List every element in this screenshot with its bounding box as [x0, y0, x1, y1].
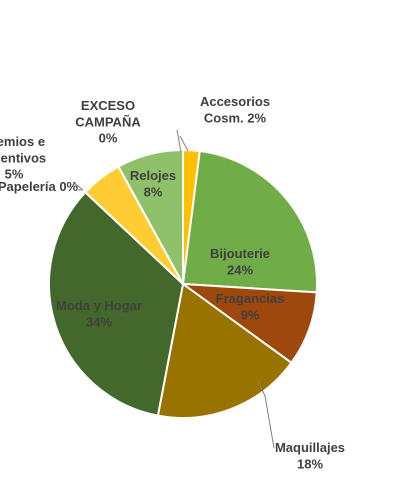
leader-line-accesorios-cosm: [179, 135, 189, 152]
data-label-bijouterie: Bijouterie 24%: [210, 246, 270, 277]
data-label-moda-y-hogar: Moda y Hogar 34%: [56, 298, 142, 329]
leader-line-exceso-campa-a: [176, 129, 182, 153]
leader-line-premios-e-incentivos: [72, 181, 84, 191]
data-label-fragancias: Fragancias 9%: [216, 291, 285, 322]
leader-line-maquillajes: [257, 380, 275, 449]
data-label-premios-e-incentivos: Premios eIncentivos5%: [0, 134, 46, 182]
pie-slice-moda-y-hogar: [48, 190, 185, 417]
pie-slice-relojes: [117, 148, 184, 285]
data-label-accesorios-cosm: Accesorios Cosm. 2%: [200, 94, 270, 125]
pie-slice-bijouterie: [181, 149, 318, 294]
pie-slice-maquillajes: [156, 282, 293, 419]
data-label-exceso-campa-a: EXCESO CAMPAÑA 0%: [75, 98, 141, 146]
data-label-papeler-a: Papelería 0%: [0, 179, 79, 194]
data-label-relojes: Relojes 8%: [130, 168, 176, 199]
data-label-maquillajes: Maquillajes 18%: [275, 440, 345, 471]
